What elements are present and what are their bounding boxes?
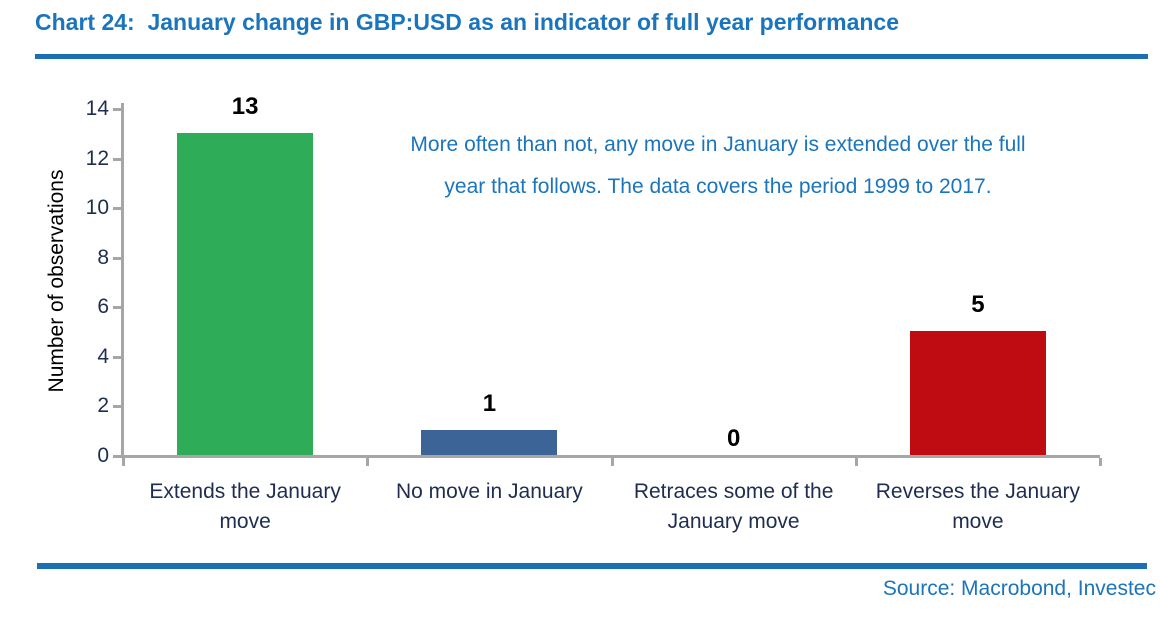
annotation-line-2: year that follows. The data covers the p…: [444, 175, 992, 198]
category-label-1: No move in January: [395, 480, 583, 503]
bar-0: [177, 132, 314, 455]
source-attribution: Source: Macrobond, Investec: [882, 577, 1156, 600]
x-tick-4: [1099, 458, 1102, 466]
x-axis-line: [121, 455, 1100, 458]
chart-annotation: More often than not, any move in January…: [388, 124, 1048, 208]
y-tick-6: [113, 306, 121, 310]
y-tick-12: [113, 157, 121, 161]
chart-title: Chart 24: January change in GBP:USD as a…: [35, 9, 900, 35]
top-divider: [35, 54, 1148, 59]
category-label-3: Reverses the January move: [875, 480, 1081, 533]
y-tick-label-8: 8: [97, 245, 109, 269]
y-tick-label-2: 2: [97, 394, 109, 418]
y-tick-label-14: 14: [85, 97, 109, 120]
y-tick-8: [113, 256, 121, 260]
category-label-0: Extends the January move: [149, 480, 341, 533]
y-tick-14: [113, 108, 121, 111]
value-label-3: 5: [971, 291, 985, 319]
x-tick-1: [366, 458, 370, 466]
bar-1: [421, 430, 558, 455]
x-tick-3: [854, 458, 858, 466]
category-label-2: Retraces some of the January move: [633, 480, 834, 533]
y-tick-label-0: 0: [97, 444, 109, 467]
y-tick-4: [113, 355, 121, 359]
y-tick-label-4: 4: [97, 344, 109, 368]
y-tick-10: [113, 207, 121, 211]
annotation-line-1: More often than not, any move in January…: [410, 133, 1026, 156]
value-label-0: 13: [231, 92, 259, 120]
y-axis-line: [121, 103, 124, 458]
y-tick-label-6: 6: [97, 295, 109, 319]
y-tick-0: [113, 455, 121, 458]
y-tick-2: [113, 405, 121, 409]
y-tick-label-12: 12: [85, 146, 109, 170]
x-tick-2: [610, 458, 614, 466]
y-tick-label-10: 10: [85, 196, 109, 220]
value-label-1: 1: [482, 390, 497, 418]
value-label-2: 0: [726, 425, 741, 452]
bar-3: [909, 331, 1046, 455]
x-tick-0: [122, 458, 125, 466]
bottom-divider: [37, 563, 1147, 569]
